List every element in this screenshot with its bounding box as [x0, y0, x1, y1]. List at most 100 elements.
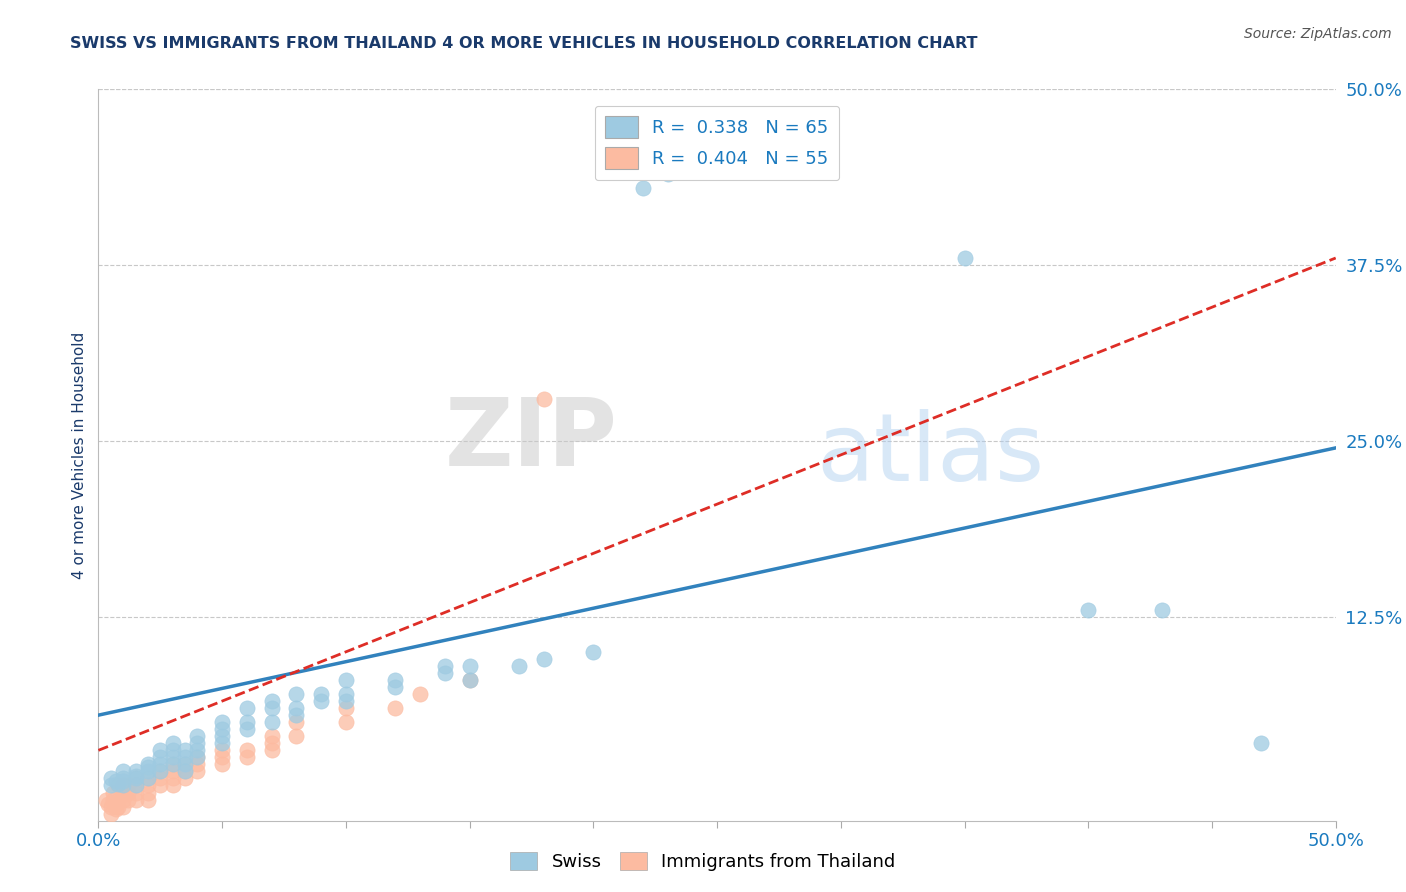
Point	[149, 764, 172, 779]
Point	[117, 792, 139, 806]
Point	[533, 652, 555, 666]
Legend: Swiss, Immigrants from Thailand: Swiss, Immigrants from Thailand	[503, 845, 903, 879]
Point	[953, 251, 976, 265]
Point	[211, 750, 233, 764]
Point	[136, 764, 159, 779]
Point	[285, 729, 308, 743]
Point	[104, 802, 127, 816]
Point	[335, 701, 357, 715]
Point	[117, 785, 139, 799]
Point	[162, 757, 184, 772]
Point	[149, 743, 172, 757]
Point	[174, 772, 197, 786]
Point	[162, 750, 184, 764]
Point	[100, 779, 122, 793]
Point	[107, 799, 129, 814]
Point	[112, 772, 135, 786]
Point	[162, 743, 184, 757]
Point	[335, 694, 357, 708]
Point	[1152, 602, 1174, 616]
Point	[211, 736, 233, 750]
Point	[100, 799, 122, 814]
Text: SWISS VS IMMIGRANTS FROM THAILAND 4 OR MORE VEHICLES IN HOUSEHOLD CORRELATION CH: SWISS VS IMMIGRANTS FROM THAILAND 4 OR M…	[70, 36, 977, 51]
Point	[335, 673, 357, 687]
Point	[124, 769, 146, 783]
Point	[260, 743, 283, 757]
Point	[1250, 736, 1272, 750]
Point	[458, 673, 481, 687]
Point	[136, 772, 159, 786]
Point	[124, 792, 146, 806]
Point	[260, 701, 283, 715]
Point	[657, 167, 679, 181]
Point	[458, 673, 481, 687]
Point	[260, 694, 283, 708]
Point	[112, 785, 135, 799]
Point	[384, 701, 406, 715]
Point	[136, 760, 159, 774]
Point	[104, 797, 127, 811]
Point	[309, 687, 332, 701]
Point	[149, 772, 172, 786]
Point	[107, 779, 129, 793]
Point	[124, 779, 146, 793]
Point	[94, 792, 117, 806]
Point	[260, 715, 283, 730]
Point	[104, 774, 127, 789]
Point	[112, 779, 135, 793]
Point	[174, 757, 197, 772]
Point	[236, 701, 259, 715]
Text: Source: ZipAtlas.com: Source: ZipAtlas.com	[1244, 27, 1392, 41]
Point	[186, 764, 208, 779]
Point	[174, 764, 197, 779]
Text: ZIP: ZIP	[446, 394, 619, 486]
Point	[136, 779, 159, 793]
Point	[433, 659, 456, 673]
Point	[124, 779, 146, 793]
Point	[124, 785, 146, 799]
Point	[136, 785, 159, 799]
Point	[149, 757, 172, 772]
Point	[100, 806, 122, 821]
Point	[309, 694, 332, 708]
Point	[285, 687, 308, 701]
Point	[162, 757, 184, 772]
Point	[112, 799, 135, 814]
Point	[136, 757, 159, 772]
Point	[236, 723, 259, 737]
Point	[211, 729, 233, 743]
Point	[384, 673, 406, 687]
Y-axis label: 4 or more Vehicles in Household: 4 or more Vehicles in Household	[72, 331, 87, 579]
Point	[162, 772, 184, 786]
Point	[112, 764, 135, 779]
Point	[1077, 602, 1099, 616]
Point	[174, 750, 197, 764]
Point	[174, 757, 197, 772]
Point	[112, 779, 135, 793]
Point	[335, 687, 357, 701]
Point	[103, 792, 125, 806]
Point	[236, 715, 259, 730]
Point	[117, 779, 139, 793]
Point	[236, 743, 259, 757]
Point	[186, 729, 208, 743]
Point	[211, 715, 233, 730]
Point	[107, 792, 129, 806]
Point	[136, 772, 159, 786]
Point	[211, 743, 233, 757]
Point	[631, 180, 654, 194]
Point	[186, 757, 208, 772]
Point	[112, 774, 135, 789]
Point	[103, 785, 125, 799]
Point	[149, 764, 172, 779]
Point	[107, 777, 129, 791]
Point	[124, 764, 146, 779]
Point	[533, 392, 555, 406]
Point	[260, 729, 283, 743]
Point	[186, 736, 208, 750]
Point	[149, 750, 172, 764]
Point	[409, 687, 432, 701]
Point	[174, 743, 197, 757]
Point	[211, 757, 233, 772]
Point	[211, 723, 233, 737]
